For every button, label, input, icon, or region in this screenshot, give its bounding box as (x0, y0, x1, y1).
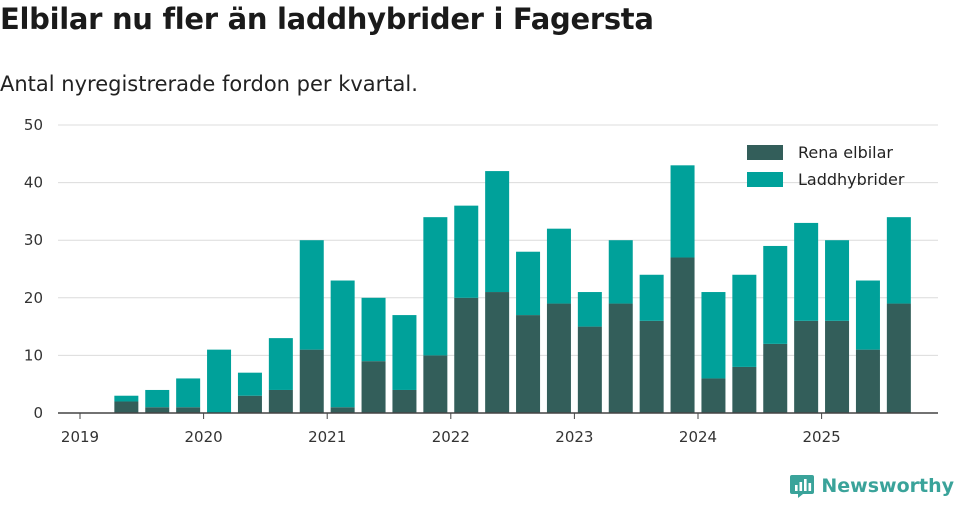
bar-rena-elbilar (237, 395, 262, 413)
bar-rena-elbilar (763, 343, 788, 413)
bar-rena-elbilar (825, 320, 850, 413)
x-tick-label: 2020 (185, 428, 223, 446)
bar-laddhybrider (516, 251, 541, 316)
bar-laddhybrider (825, 240, 850, 321)
bar-laddhybrider (423, 217, 448, 356)
bar-laddhybrider (732, 274, 757, 367)
bar-laddhybrider (237, 372, 262, 396)
legend-label: Laddhybrider (798, 170, 905, 189)
bar-laddhybrider (577, 292, 602, 327)
x-tick-label: 2022 (432, 428, 470, 446)
bar-laddhybrider (268, 338, 293, 390)
bar-rena-elbilar (268, 389, 293, 413)
bar-rena-elbilar (670, 257, 695, 413)
bar-laddhybrider (207, 349, 232, 413)
bar-rena-elbilar (454, 297, 479, 413)
bar-rena-elbilar (732, 366, 757, 413)
bar-rena-elbilar (114, 401, 139, 413)
bar-rena-elbilar (392, 389, 417, 413)
bar-rena-elbilar (794, 320, 819, 413)
bar-laddhybrider (546, 228, 571, 304)
bar-laddhybrider (701, 292, 726, 379)
bar-rena-elbilar (701, 378, 726, 413)
bar-rena-elbilar (577, 326, 602, 413)
x-tick-label: 2019 (61, 428, 99, 446)
bar-laddhybrider (794, 222, 819, 321)
bar-laddhybrider (361, 297, 386, 362)
bar-rena-elbilar (639, 320, 664, 413)
bar-laddhybrider (608, 240, 633, 304)
y-tick-label: 40 (24, 174, 43, 192)
bar-laddhybrider (330, 280, 355, 408)
y-tick-label: 20 (24, 289, 43, 307)
y-tick-label: 30 (24, 231, 43, 249)
legend-swatch (747, 172, 783, 187)
bar-laddhybrider (145, 389, 170, 408)
brand-name: Newsworthy (821, 475, 954, 497)
bar-laddhybrider (392, 315, 417, 390)
bar-laddhybrider (886, 217, 911, 304)
legend-swatch (747, 145, 783, 160)
bar-laddhybrider (763, 245, 788, 344)
bar-laddhybrider (454, 205, 479, 298)
bar-rena-elbilar (855, 349, 880, 413)
x-tick-label: 2021 (308, 428, 346, 446)
y-tick-label: 0 (33, 404, 43, 422)
bar-rena-elbilar (299, 349, 324, 413)
chart-title: Elbilar nu fler än laddhybrider i Fagers… (0, 2, 654, 36)
bar-laddhybrider (670, 165, 695, 258)
x-tick-label: 2023 (555, 428, 593, 446)
bar-rena-elbilar (608, 303, 633, 413)
x-tick-label: 2025 (803, 428, 841, 446)
x-tick-label: 2024 (679, 428, 717, 446)
bar-rena-elbilar (516, 315, 541, 413)
bar-laddhybrider (485, 171, 510, 293)
bar-laddhybrider (299, 240, 324, 350)
legend-label: Rena elbilar (798, 143, 893, 162)
bar-laddhybrider (114, 395, 139, 402)
bar-rena-elbilar (361, 361, 386, 413)
y-tick-label: 10 (24, 346, 43, 364)
bar-laddhybrider (176, 378, 201, 408)
bar-rena-elbilar (485, 292, 510, 413)
bar-rena-elbilar (330, 407, 355, 413)
bar-rena-elbilar (423, 355, 448, 413)
y-tick-label: 50 (24, 116, 43, 134)
bar-rena-elbilar (886, 303, 911, 413)
newsworthy-logo-icon (790, 475, 815, 498)
chart-subtitle: Antal nyregistrerade fordon per kvartal. (0, 72, 418, 96)
bar-laddhybrider (855, 280, 880, 350)
brand-logo: Newsworthy (789, 473, 954, 499)
bar-rena-elbilar (546, 303, 571, 413)
bar-rena-elbilar (145, 407, 170, 413)
bar-rena-elbilar (176, 407, 201, 413)
bar-laddhybrider (639, 274, 664, 321)
